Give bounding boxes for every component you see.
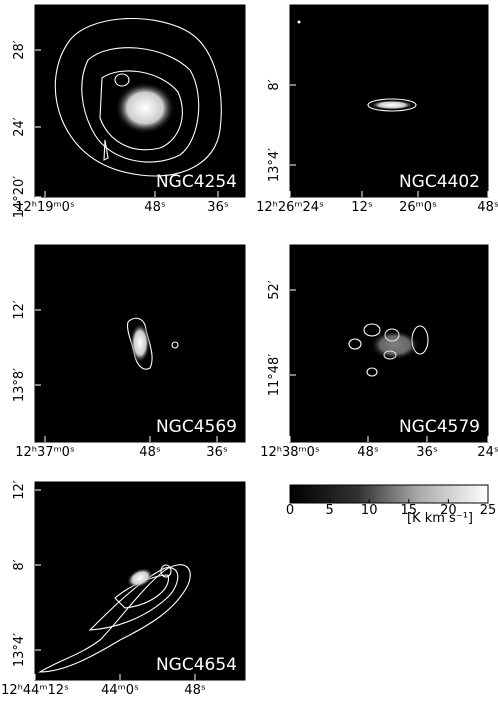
y-tick-label: 8′	[267, 79, 282, 90]
colorbar-tick-label: 20	[440, 503, 457, 518]
colorbar-tick-label: 0	[286, 503, 294, 518]
galaxy-label: NGC4654	[156, 655, 237, 675]
galaxy-label: NGC4579	[399, 417, 480, 437]
x-tick-label: 12ʰ26ᵐ24ˢ	[256, 200, 324, 215]
colorbar-tick-label: 10	[361, 503, 378, 518]
y-tick-label: 12′	[12, 480, 27, 500]
colorbar-tick-label: 15	[401, 503, 418, 518]
x-tick-label: 36ˢ	[416, 445, 438, 460]
x-tick-label: 24ˢ	[477, 445, 498, 460]
y-tick-label: 24′	[12, 117, 27, 137]
x-tick-label: 48ˢ	[184, 683, 206, 698]
x-tick-label: 48ˢ	[477, 200, 498, 215]
y-tick-label: 13°8′	[12, 368, 27, 402]
x-tick-label: 48ˢ	[357, 445, 379, 460]
y-tick-label: 12′	[12, 300, 27, 320]
x-tick-label: 12ʰ38ᵐ0ˢ	[260, 445, 320, 460]
figure: [K km s⁻¹] NGC425428′24′14°20′12ʰ19ᵐ0ˢ48…	[0, 0, 498, 706]
colorbar-tick-label: 5	[325, 503, 333, 518]
colorbar-tick-label: 25	[480, 503, 497, 518]
y-tick-label: 11°48′	[267, 354, 282, 397]
y-tick-label: 28′	[12, 40, 27, 60]
x-tick-label: 44ᵐ0ˢ	[101, 683, 139, 698]
y-tick-label: 8′	[12, 559, 27, 570]
y-tick-label: 13°4′	[267, 148, 282, 182]
x-tick-label: 12ˢ	[351, 200, 373, 215]
colorbar	[290, 485, 488, 503]
galaxy-label: NGC4402	[399, 172, 480, 192]
y-tick-label: 52′	[267, 280, 282, 300]
x-tick-label: 48ˢ	[144, 200, 166, 215]
galaxy-label: NGC4569	[156, 417, 237, 437]
x-tick-label: 12ʰ19ᵐ0ˢ	[15, 200, 75, 215]
x-tick-label: 48ˢ	[139, 445, 161, 460]
x-tick-label: 36ˢ	[207, 200, 229, 215]
y-tick-label: 13°4′	[12, 633, 27, 667]
x-tick-label: 12ʰ37ᵐ0ˢ	[15, 445, 75, 460]
x-tick-label: 26ᵐ0ˢ	[399, 200, 437, 215]
x-tick-label: 36ˢ	[206, 445, 228, 460]
galaxy-label: NGC4254	[156, 172, 237, 192]
x-tick-label: 12ʰ44ᵐ12ˢ	[1, 683, 69, 698]
